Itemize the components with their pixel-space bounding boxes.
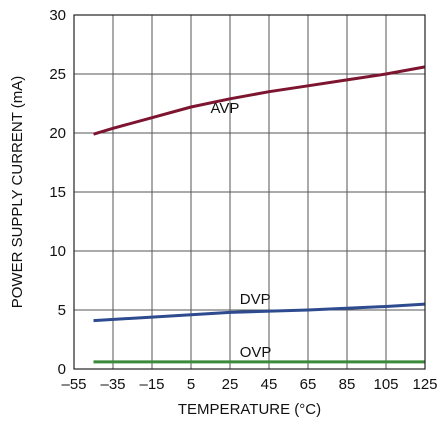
x-tick-label: 105	[373, 376, 398, 393]
x-tick-label: –35	[100, 376, 125, 393]
x-tick-label: –15	[139, 376, 164, 393]
y-axis-title: POWER SUPPLY CURRENT (mA)	[9, 76, 26, 309]
grid	[74, 15, 425, 369]
series-line-avp	[93, 65, 426, 136]
x-tick-label: 5	[187, 376, 195, 393]
x-tick-label: –55	[61, 376, 86, 393]
series-label-avp: AVP	[211, 100, 240, 117]
y-tick-label: 15	[49, 184, 66, 201]
series-label-dvp: DVP	[240, 291, 271, 308]
series-labels: AVP DVP OVP	[211, 100, 272, 361]
y-tick-label: 5	[58, 302, 66, 319]
series-lines	[93, 65, 426, 364]
x-tick-label: 45	[261, 376, 278, 393]
series-line-dvp	[93, 302, 426, 323]
y-tick-label: 20	[49, 125, 66, 142]
x-axis-title: TEMPERATURE (°C)	[178, 401, 321, 418]
x-tick-label: 65	[300, 376, 317, 393]
y-tick-label: 30	[49, 7, 66, 24]
series-label-ovp: OVP	[240, 344, 272, 361]
y-tick-label: 0	[58, 361, 66, 378]
y-tick-label: 25	[49, 66, 66, 83]
x-tick-label: 85	[339, 376, 356, 393]
x-tick-label: 125	[412, 376, 437, 393]
x-tick-label: 25	[222, 376, 239, 393]
y-tick-labels: 0 5 10 15 20 25 30	[49, 7, 66, 378]
x-tick-labels: –55 –35 –15 5 25 45 65 85 105 125	[61, 376, 437, 393]
y-tick-label: 10	[49, 243, 66, 260]
plot-frame	[73, 14, 426, 370]
